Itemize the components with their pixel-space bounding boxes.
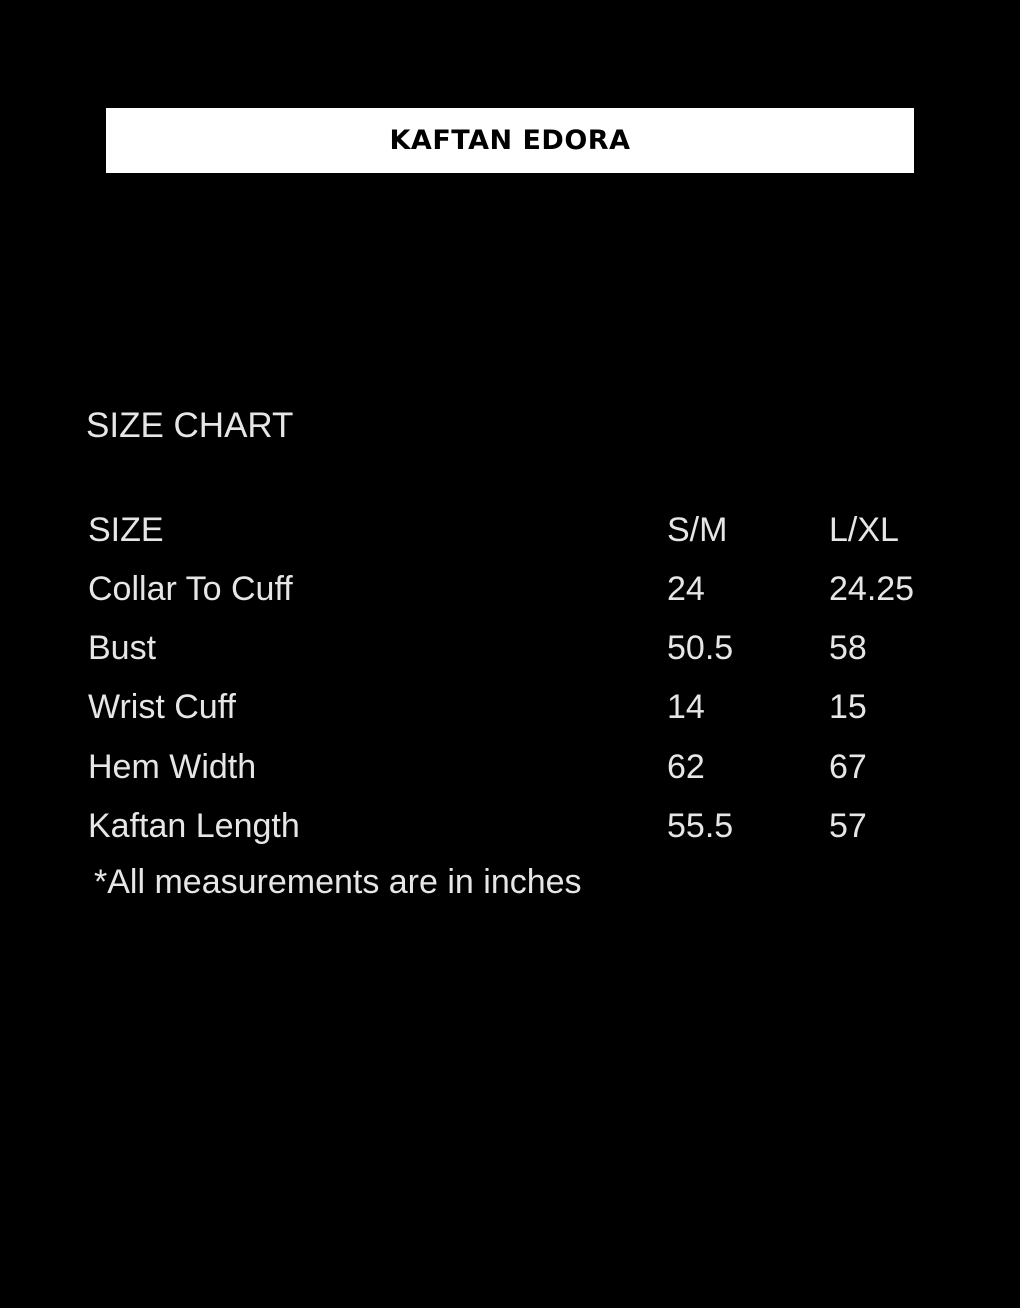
- row-label: Bust: [88, 629, 157, 667]
- measurement-note: *All measurements are in inches: [94, 863, 582, 901]
- header-size: SIZE: [88, 511, 164, 549]
- row-lxl: 57: [829, 807, 867, 845]
- row-sm: 62: [667, 748, 705, 786]
- title-banner: KAFTAN EDORA: [106, 108, 914, 173]
- row-lxl: 67: [829, 748, 867, 786]
- row-lxl: 24.25: [829, 570, 915, 608]
- row-sm: 14: [667, 688, 705, 726]
- product-title: KAFTAN EDORA: [389, 125, 631, 156]
- row-lxl: 15: [829, 688, 867, 726]
- section-title: SIZE CHART: [86, 406, 294, 445]
- row-label: Kaftan Length: [88, 807, 300, 845]
- header-sm: S/M: [667, 511, 728, 549]
- row-label: Collar To Cuff: [88, 570, 293, 608]
- row-label: Wrist Cuff: [88, 688, 236, 726]
- row-sm: 50.5: [667, 629, 734, 667]
- row-label: Hem Width: [88, 748, 257, 786]
- row-lxl: 58: [829, 629, 867, 667]
- row-sm: 24: [667, 570, 705, 608]
- header-lxl: L/XL: [829, 511, 899, 549]
- row-sm: 55.5: [667, 807, 734, 845]
